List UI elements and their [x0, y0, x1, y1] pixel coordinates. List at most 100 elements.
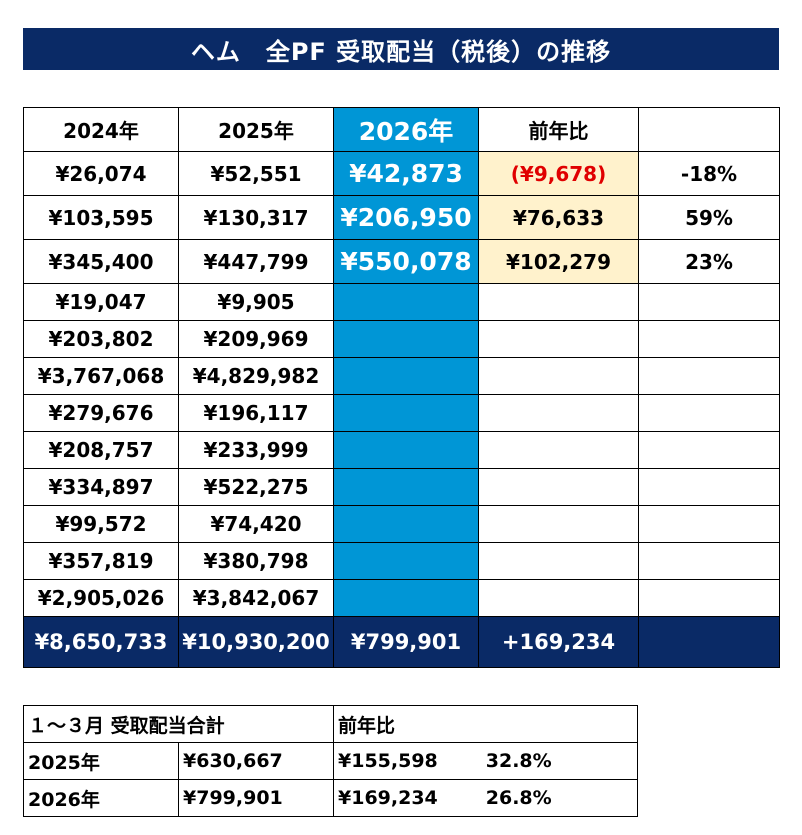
table-row: ¥3,767,068 ¥4,829,982 — [23, 357, 780, 395]
table-row: ¥103,595 ¥130,317 ¥206,950 ¥76,633 59% — [23, 195, 780, 240]
summary-pct: 26.8% — [485, 787, 552, 809]
table-row: ¥99,572 ¥74,420 — [23, 505, 780, 543]
table-row-col-2025: ¥447,799 — [178, 239, 334, 284]
table-row-col-2025: ¥233,999 — [178, 431, 334, 469]
table-row-col-pct — [638, 542, 780, 580]
table-row-col-2025: ¥522,275 — [178, 468, 334, 506]
table-row-col-pct — [638, 357, 780, 395]
table-row-col-pct — [638, 283, 780, 321]
table-row-col-2024: ¥357,819 — [23, 542, 179, 580]
table-row-col-2025: ¥74,420 — [178, 505, 334, 543]
table-row-col-2024: ¥345,400 — [23, 239, 179, 284]
table-row-col-2026 — [333, 320, 479, 358]
table-row: ¥2,905,026 ¥3,842,067 — [23, 579, 780, 617]
table-row: ¥279,676 ¥196,117 — [23, 394, 780, 432]
table-row-col-2026: ¥42,873 — [333, 151, 479, 196]
table-row-col-2025: ¥209,969 — [178, 320, 334, 358]
header-cell-col-yoy: 前年比 — [478, 107, 639, 152]
table-row-col-2026 — [333, 505, 479, 543]
table-row-col-2025: ¥130,317 — [178, 195, 334, 240]
table-row: ¥345,400 ¥447,799 ¥550,078 ¥102,279 23% — [23, 239, 780, 284]
table-row-col-2024: ¥203,802 — [23, 320, 179, 358]
summary-year: 2026年 — [23, 779, 179, 817]
summary-row: 2026年 ¥799,901 ¥169,234 26.8% — [23, 779, 638, 817]
table-row-col-2024: ¥3,767,068 — [23, 357, 179, 395]
table-row-col-2025: ¥3,842,067 — [178, 579, 334, 617]
table-row-col-2026 — [333, 394, 479, 432]
table-row: ¥26,074 ¥52,551 ¥42,873 (¥9,678) -18% — [23, 151, 780, 196]
table-row-col-2025: ¥52,551 — [178, 151, 334, 196]
table-row-col-pct — [638, 320, 780, 358]
table-row-col-2024: ¥334,897 — [23, 468, 179, 506]
table-row-col-2024: ¥19,047 — [23, 283, 179, 321]
total-row-col-2025: ¥10,930,200 — [178, 616, 334, 668]
table-row-col-2025: ¥9,905 — [178, 283, 334, 321]
table-row-col-pct — [638, 394, 780, 432]
table-row-col-yoy — [478, 283, 639, 321]
table-row: ¥208,757 ¥233,999 — [23, 431, 780, 469]
table-row-col-2026 — [333, 283, 479, 321]
summary-header-row: １～３月 受取配当合計 前年比 — [23, 705, 638, 743]
table-row-col-2024: ¥26,074 — [23, 151, 179, 196]
table-row-col-pct — [638, 579, 780, 617]
summary-diff: ¥155,598 — [338, 750, 438, 772]
table-row-col-yoy — [478, 431, 639, 469]
table-row-col-2026: ¥206,950 — [333, 195, 479, 240]
table-row-col-yoy — [478, 320, 639, 358]
header-cell-col-pct — [638, 107, 780, 152]
summary-header-label: １～３月 受取配当合計 — [23, 705, 334, 743]
header-cell-col-2024: 2024年 — [23, 107, 179, 152]
table-row-col-pct — [638, 431, 780, 469]
table-row-col-2024: ¥208,757 — [23, 431, 179, 469]
table-row-col-pct: 59% — [638, 195, 780, 240]
table-row-col-2026 — [333, 579, 479, 617]
table-row-col-2026: ¥550,078 — [333, 239, 479, 284]
table-row-col-yoy — [478, 505, 639, 543]
summary-compare: ¥155,598 32.8% — [333, 742, 638, 780]
table-row-col-2024: ¥103,595 — [23, 195, 179, 240]
total-row-col-yoy: +169,234 — [478, 616, 639, 668]
table-row-col-yoy — [478, 468, 639, 506]
total-row: ¥8,650,733 ¥10,930,200 ¥799,901 +169,234 — [23, 616, 780, 668]
summary-diff: ¥169,234 — [338, 787, 438, 809]
table-row-col-2026 — [333, 542, 479, 580]
header-cell-col-2025: 2025年 — [178, 107, 334, 152]
table-row-col-2024: ¥279,676 — [23, 394, 179, 432]
total-row-col-2024: ¥8,650,733 — [23, 616, 179, 668]
total-row-col-pct — [638, 616, 780, 668]
table-row-col-2025: ¥4,829,982 — [178, 357, 334, 395]
table-header-row: 2024年 2025年 2026年 前年比 — [23, 107, 780, 152]
summary-compare: ¥169,234 26.8% — [333, 779, 638, 817]
summary-pct: 32.8% — [485, 750, 552, 772]
table-row-col-yoy — [478, 579, 639, 617]
table-row: ¥334,897 ¥522,275 — [23, 468, 780, 506]
table-row-col-yoy: ¥76,633 — [478, 195, 639, 240]
header-cell-col-2026: 2026年 — [333, 107, 479, 152]
table-row-col-2026 — [333, 431, 479, 469]
summary-row: 2025年 ¥630,667 ¥155,598 32.8% — [23, 742, 638, 780]
table-row-col-2025: ¥196,117 — [178, 394, 334, 432]
table-row-col-2026 — [333, 468, 479, 506]
summary-header-compare: 前年比 — [333, 705, 638, 743]
table-row-col-yoy: ¥102,279 — [478, 239, 639, 284]
table-row-col-pct: 23% — [638, 239, 780, 284]
table-row-col-pct — [638, 505, 780, 543]
summary-amount: ¥630,667 — [178, 742, 334, 780]
table-row: ¥203,802 ¥209,969 — [23, 320, 780, 358]
table-row-col-yoy: (¥9,678) — [478, 151, 639, 196]
dividend-table: 2024年 2025年 2026年 前年比 ¥26,074 ¥52,551 ¥42,873(… — [23, 107, 780, 668]
table-row-col-yoy — [478, 542, 639, 580]
table-row-col-2024: ¥99,572 — [23, 505, 179, 543]
table-row-col-2025: ¥380,798 — [178, 542, 334, 580]
table-row-col-yoy — [478, 394, 639, 432]
table-row-col-pct: -18% — [638, 151, 780, 196]
summary-year: 2025年 — [23, 742, 179, 780]
summary-amount: ¥799,901 — [178, 779, 334, 817]
table-row: ¥19,047 ¥9,905 — [23, 283, 780, 321]
table-row-col-pct — [638, 468, 780, 506]
table-row-col-yoy — [478, 357, 639, 395]
total-row-col-2026: ¥799,901 — [333, 616, 479, 668]
table-row-col-2024: ¥2,905,026 — [23, 579, 179, 617]
table-row-col-2026 — [333, 357, 479, 395]
page-title: ヘム 全PF 受取配当（税後）の推移 — [23, 28, 779, 70]
